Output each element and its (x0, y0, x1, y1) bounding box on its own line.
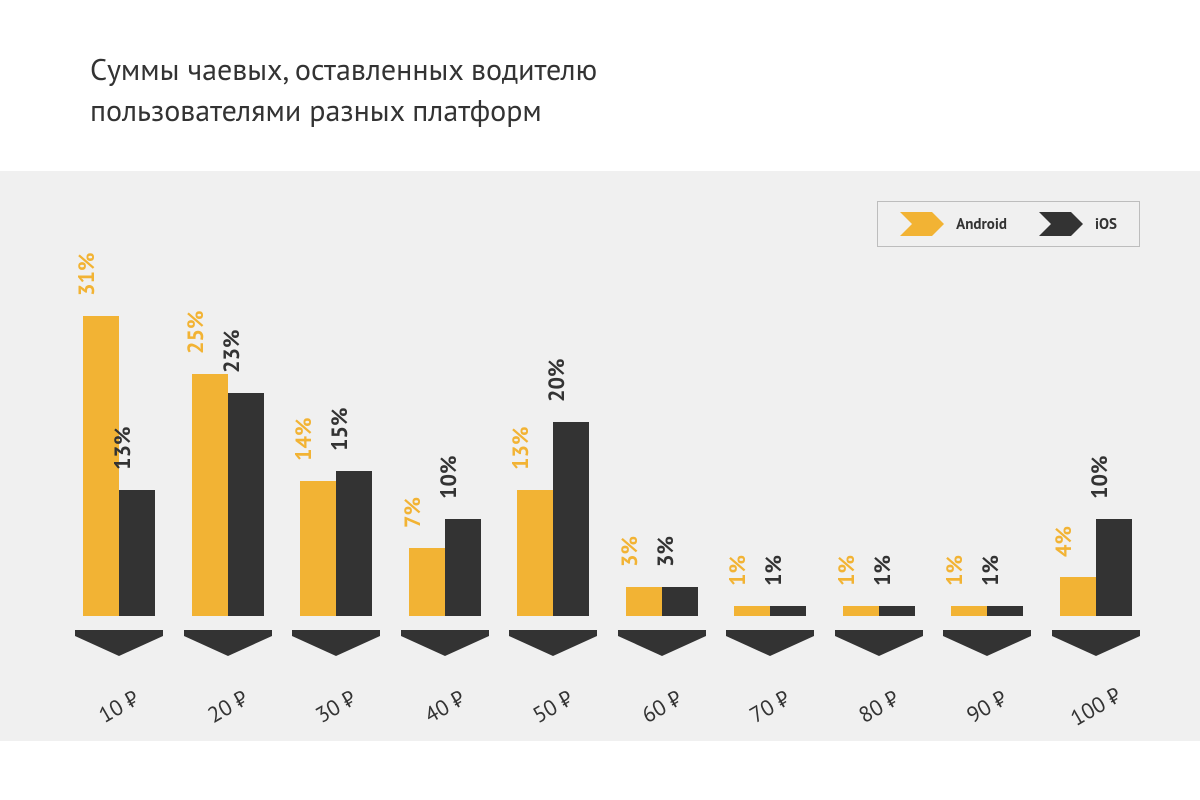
bar-ios: 23% (228, 393, 264, 616)
bar-group: 4%10% (1052, 286, 1140, 616)
title-line-1: Суммы чаевых, оставленных водителю (90, 50, 597, 89)
category-label: 70 ₽ (725, 673, 815, 741)
chart-title: Суммы чаевых, оставленных водителю польз… (0, 0, 1200, 171)
legend-item-android: Android (900, 212, 1007, 236)
category-label: 30 ₽ (291, 673, 381, 741)
bar-android: 1% (734, 606, 770, 616)
bar-value-label: 1% (833, 555, 861, 592)
bar-value-label: 1% (977, 555, 1005, 592)
bar-group: 31%13% (75, 286, 163, 616)
bar-ios: 13% (119, 490, 155, 616)
category-labels: 10 ₽20 ₽30 ₽40 ₽50 ₽60 ₽70 ₽80 ₽90 ₽100 … (75, 693, 1140, 721)
bar-value-label: 7% (399, 497, 427, 534)
bar-group: 1%1% (726, 286, 814, 616)
bar-group: 25%23% (184, 286, 272, 616)
bar-value-label: 1% (724, 555, 752, 592)
chevron-down-icon (75, 630, 163, 656)
bar-ios: 1% (770, 606, 806, 616)
bar-group: 13%20% (509, 286, 597, 616)
chart-area: Android iOS 31%13%25%23%14%15%7%10%13%20… (0, 171, 1200, 741)
bar-ios: 10% (445, 519, 481, 616)
bar-group: 1%1% (943, 286, 1031, 616)
arrow-icon (900, 212, 944, 236)
category-label: 90 ₽ (942, 673, 1032, 741)
bar-group: 1%1% (835, 286, 923, 616)
axis-chevron (292, 630, 380, 656)
bar-value-label: 4% (1050, 526, 1078, 563)
category-label: 20 ₽ (182, 673, 272, 741)
bar-ios: 20% (553, 422, 589, 616)
bar-group: 14%15% (292, 286, 380, 616)
bar-ios: 1% (879, 606, 915, 616)
arrow-icon (1039, 212, 1083, 236)
category-label: 60 ₽ (617, 673, 707, 741)
bar-android: 4% (1060, 577, 1096, 616)
bar-value-label: 1% (941, 555, 969, 592)
axis-chevron (509, 630, 597, 656)
bar-ios: 3% (662, 587, 698, 616)
bar-group: 7%10% (401, 286, 489, 616)
axis-chevron (401, 630, 489, 656)
legend-item-ios: iOS (1039, 212, 1117, 236)
bar-group: 3%3% (618, 286, 706, 616)
axis-markers (75, 630, 1140, 656)
axis-chevron (1052, 630, 1140, 656)
bar-android: 25% (192, 374, 228, 616)
bar-ios: 10% (1096, 519, 1132, 616)
chevron-down-icon (509, 630, 597, 656)
bars-container: 31%13%25%23%14%15%7%10%13%20%3%3%1%1%1%1… (75, 286, 1140, 616)
bar-value-label: 10% (1086, 456, 1114, 505)
bar-value-label: 15% (326, 407, 354, 456)
bar-value-label: 1% (760, 555, 788, 592)
bar-value-label: 13% (109, 427, 137, 476)
axis-chevron (726, 630, 814, 656)
axis-chevron (184, 630, 272, 656)
bar-value-label: 14% (290, 417, 318, 466)
bar-value-label: 31% (73, 253, 101, 302)
bar-value-label: 1% (869, 555, 897, 592)
axis-chevron (835, 630, 923, 656)
title-line-2: пользователями разных платформ (90, 91, 542, 130)
chevron-down-icon (943, 630, 1031, 656)
legend: Android iOS (877, 201, 1140, 247)
bar-android: 7% (409, 548, 445, 616)
bar-ios: 15% (336, 471, 372, 616)
bar-value-label: 3% (616, 536, 644, 573)
bar-android: 13% (517, 490, 553, 616)
chevron-down-icon (292, 630, 380, 656)
axis-chevron (75, 630, 163, 656)
chevron-down-icon (618, 630, 706, 656)
legend-label: Android (956, 215, 1007, 234)
chevron-down-icon (726, 630, 814, 656)
bar-value-label: 3% (652, 536, 680, 573)
chevron-down-icon (1052, 630, 1140, 656)
bar-ios: 1% (987, 606, 1023, 616)
chevron-down-icon (835, 630, 923, 656)
bar-android: 3% (626, 587, 662, 616)
bar-value-label: 20% (543, 359, 571, 408)
bar-android: 14% (300, 481, 336, 616)
category-label: 40 ₽ (400, 673, 490, 741)
bar-value-label: 13% (507, 427, 535, 476)
axis-chevron (943, 630, 1031, 656)
bar-value-label: 23% (218, 330, 246, 379)
bar-android: 1% (843, 606, 879, 616)
chevron-down-icon (401, 630, 489, 656)
chevron-down-icon (184, 630, 272, 656)
category-label: 100 ₽ (1051, 673, 1141, 741)
legend-label: iOS (1095, 215, 1117, 234)
category-label: 10 ₽ (74, 673, 164, 741)
category-label: 50 ₽ (508, 673, 598, 741)
bar-value-label: 10% (435, 456, 463, 505)
category-label: 80 ₽ (834, 673, 924, 741)
axis-chevron (618, 630, 706, 656)
bar-value-label: 25% (182, 311, 210, 360)
bar-android: 1% (951, 606, 987, 616)
